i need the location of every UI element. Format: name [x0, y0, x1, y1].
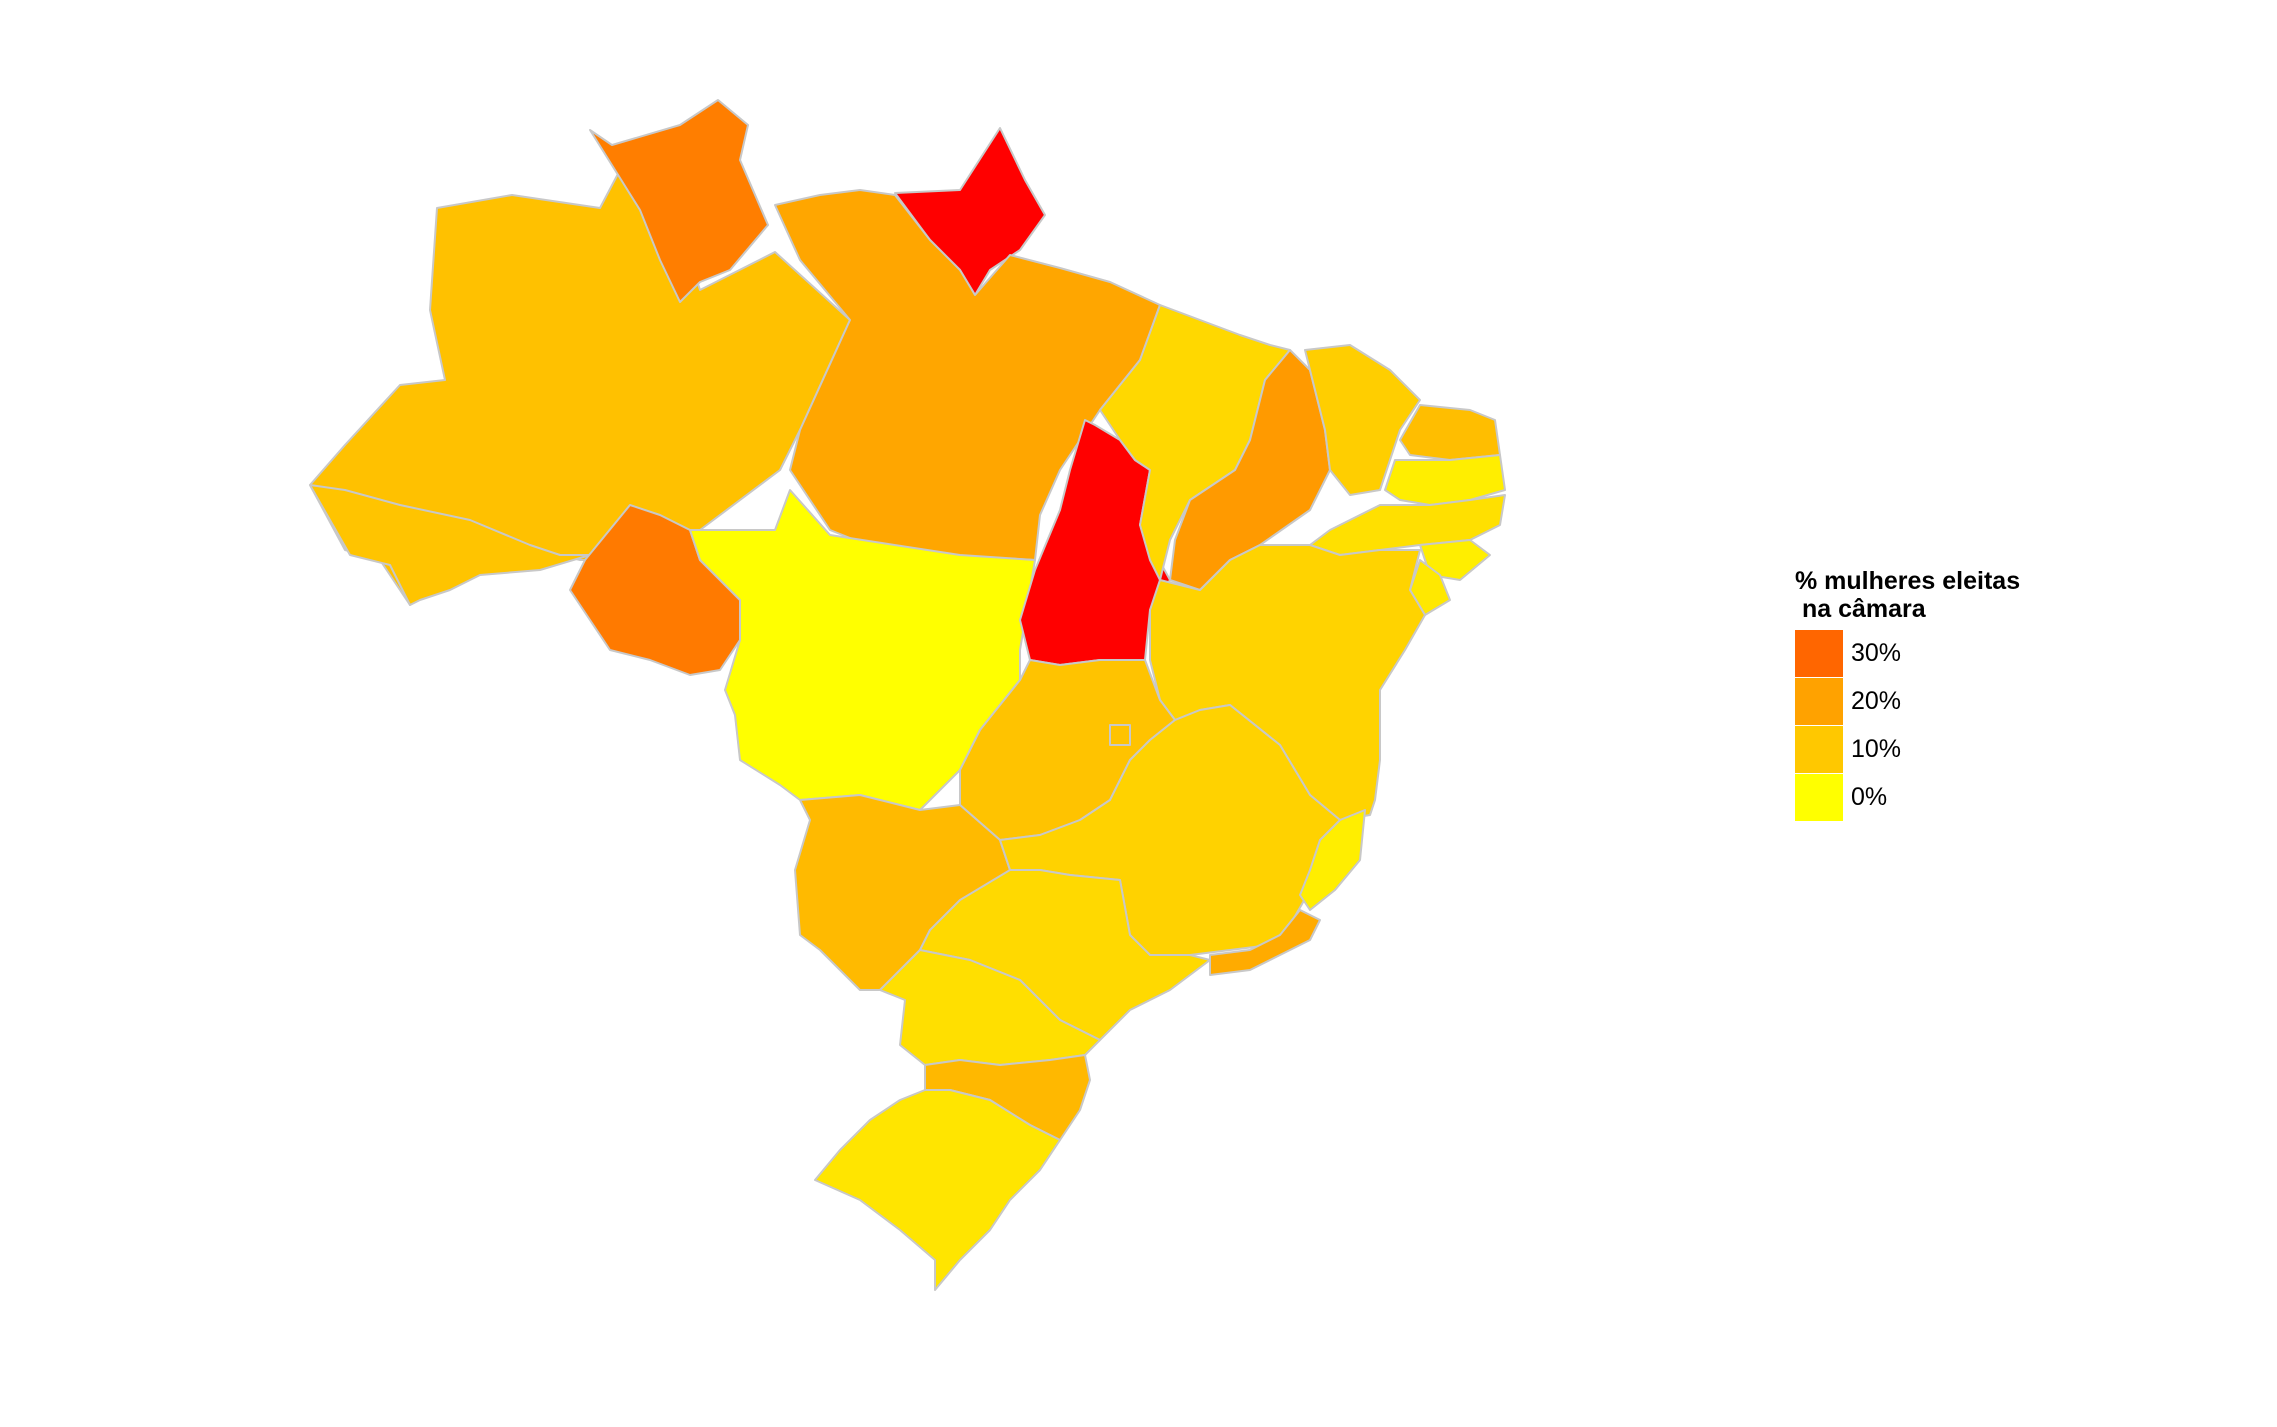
legend-label: 20% — [1851, 686, 1902, 715]
state-MT — [689, 489, 1036, 811]
legend-label: 0% — [1851, 782, 1888, 811]
state-RJ — [1209, 909, 1321, 976]
legend-swatch — [1795, 773, 1843, 821]
legend-swatch — [1795, 629, 1843, 677]
state-CE — [1304, 344, 1421, 496]
legend-item: 0% — [1795, 773, 2115, 821]
state-MA — [1099, 304, 1291, 581]
legend-title: % mulheres eleitas na câmara — [1795, 567, 2021, 623]
state-AC — [309, 484, 591, 606]
legend: % mulheres eleitas na câmara 30% 20% 10%… — [1795, 567, 2115, 821]
legend-swatch — [1795, 677, 1843, 725]
state-DF — [1109, 724, 1131, 746]
state-RN — [1399, 404, 1501, 461]
state-RR — [589, 99, 769, 303]
state-ES — [1299, 809, 1366, 911]
legend-label: 30% — [1851, 638, 1902, 667]
legend-item: 20% — [1795, 677, 2115, 725]
legend-label: 10% — [1851, 734, 1902, 763]
legend-swatch — [1795, 725, 1843, 773]
state-RO — [569, 504, 741, 676]
legend-item: 30% — [1795, 629, 2115, 677]
legend-item: 10% — [1795, 725, 2115, 773]
state-RS — [814, 1089, 1061, 1291]
